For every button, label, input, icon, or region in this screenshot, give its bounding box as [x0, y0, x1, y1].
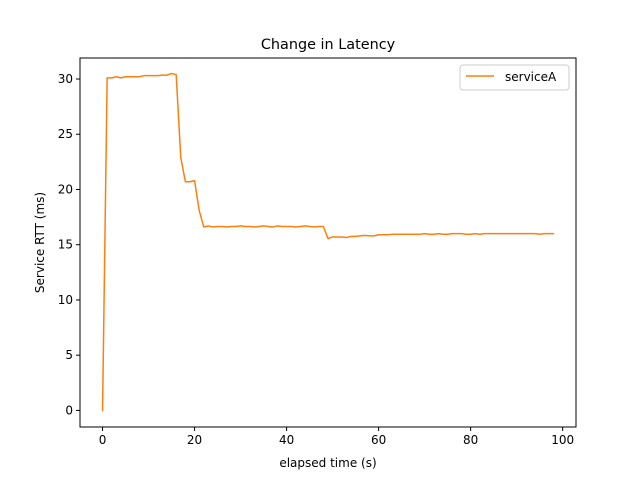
x-tick-label: 20 — [187, 433, 202, 447]
series-line-serviceA — [101, 72, 555, 412]
y-tick-label: 20 — [58, 182, 73, 196]
x-tick-label: 100 — [551, 433, 574, 447]
y-tick-label: 30 — [58, 72, 73, 86]
y-axis-label: Service RTT (ms) — [33, 192, 47, 293]
plot-area — [101, 72, 555, 412]
y-tick-label: 10 — [58, 293, 73, 307]
legend: serviceA — [459, 64, 570, 91]
y-tick-label: 25 — [58, 127, 73, 141]
y-tick-label: 5 — [65, 348, 73, 362]
x-tick-label: 0 — [99, 433, 107, 447]
x-tick-label: 60 — [371, 433, 386, 447]
y-tick-label: 15 — [58, 238, 73, 252]
x-tick-label: 40 — [279, 433, 294, 447]
legend-label-serviceA: serviceA — [505, 70, 557, 84]
y-tick-label: 0 — [65, 403, 73, 417]
axis-ticks: 0 20 40 60 80 100 0 5 10 15 20 25 30 — [58, 72, 574, 447]
chart-title: Change in Latency — [261, 37, 396, 53]
x-axis-label: elapsed time (s) — [279, 456, 376, 470]
x-tick-label: 80 — [463, 433, 478, 447]
legend-box — [459, 64, 570, 91]
axes-frame — [79, 57, 577, 428]
